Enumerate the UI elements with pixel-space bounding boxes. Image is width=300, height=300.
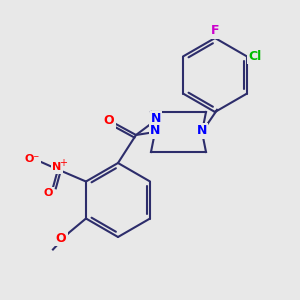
Text: N: N xyxy=(197,124,207,137)
Text: N: N xyxy=(151,112,161,125)
Text: N: N xyxy=(52,163,62,172)
Text: Cl: Cl xyxy=(248,50,262,63)
Text: O: O xyxy=(104,115,114,128)
Text: O⁻: O⁻ xyxy=(24,154,40,164)
Text: N: N xyxy=(150,124,160,137)
Text: O: O xyxy=(43,188,52,199)
Text: O: O xyxy=(56,232,66,245)
Text: +: + xyxy=(59,158,67,167)
Text: F: F xyxy=(211,25,219,38)
